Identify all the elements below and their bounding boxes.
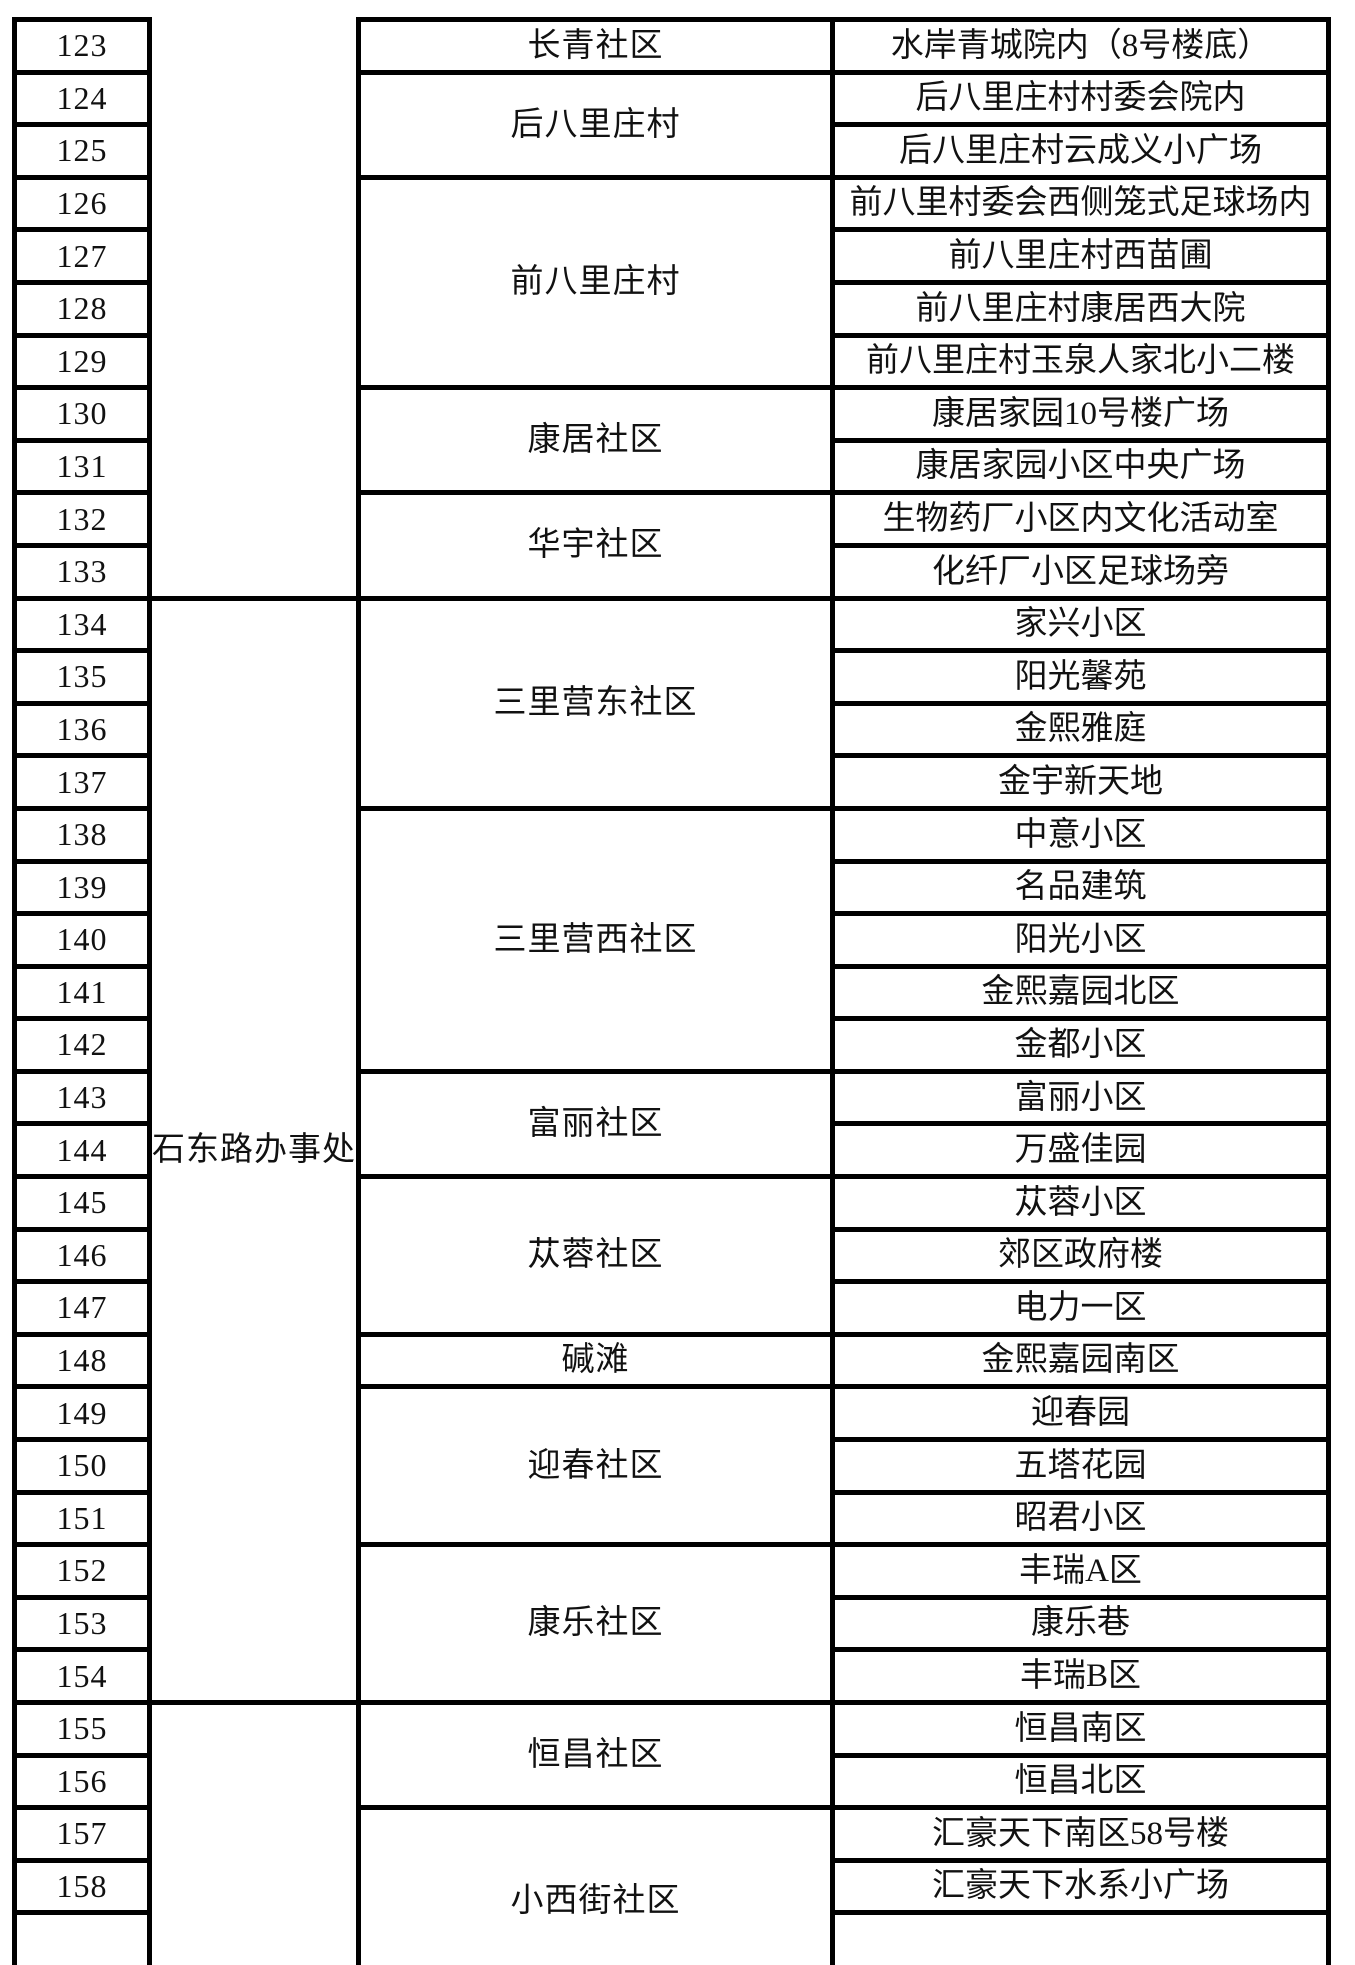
community-cell: 三里营西社区 [359,808,833,1071]
location-cell: 生物药厂小区内文化活动室 [833,493,1329,546]
location-cell: 恒昌北区 [833,1755,1329,1808]
row-number-cell: 124 [15,72,150,125]
location-cell: 汇豪天下南区58号楼 [833,1808,1329,1861]
row-number-cell: 154 [15,1650,150,1703]
row-number-cell: 136 [15,703,150,756]
table-body: 123 长青社区水岸青城院内（8号楼底） 124 后八里庄村后八里庄村村委会院内 125… [15,20,1329,1965]
row-number-cell: 151 [15,1492,150,1545]
row-number-cell: 130 [15,388,150,441]
location-cell: 中意小区 [833,808,1329,861]
row-number-cell: 131 [15,440,150,493]
row-number-cell: 147 [15,1282,150,1335]
table-row: 123 长青社区水岸青城院内（8号楼底） [15,20,1329,73]
location-cell: 前八里村委会西侧笼式足球场内 [833,177,1329,230]
row-number-cell: 138 [15,808,150,861]
office-cell: 石东路办事处 [150,598,359,1702]
location-cell: 昭君小区 [833,1492,1329,1545]
location-cell: 丰瑞A区 [833,1545,1329,1598]
location-cell: 前八里庄村西苗圃 [833,230,1329,283]
location-cell: 金宇新天地 [833,756,1329,809]
row-number-cell: 149 [15,1387,150,1440]
row-number-cell: 133 [15,545,150,598]
location-cell: 后八里庄村云成义小广场 [833,125,1329,178]
location-cell: 金熙雅庭 [833,703,1329,756]
row-number-cell: 150 [15,1440,150,1493]
row-number-cell: 143 [15,1071,150,1124]
row-number-cell: 142 [15,1019,150,1072]
location-cell-partial [833,1913,1329,1965]
community-cell: 小西街社区 [359,1808,833,1965]
community-cell: 富丽社区 [359,1071,833,1176]
row-number-cell: 135 [15,651,150,704]
community-cell: 苁蓉社区 [359,1177,833,1335]
row-number-cell: 156 [15,1755,150,1808]
location-cell: 苁蓉小区 [833,1177,1329,1230]
location-cell: 前八里庄村康居西大院 [833,282,1329,335]
location-cell: 化纤厂小区足球场旁 [833,545,1329,598]
location-cell: 富丽小区 [833,1071,1329,1124]
row-number-cell: 145 [15,1177,150,1230]
community-points-table: 123 长青社区水岸青城院内（8号楼底） 124 后八里庄村后八里庄村村委会院内 125… [12,17,1331,1965]
row-number-cell: 153 [15,1597,150,1650]
community-cell: 长青社区 [359,20,833,73]
row-number-cell: 158 [15,1860,150,1913]
location-cell: 迎春园 [833,1387,1329,1440]
location-cell: 丰瑞B区 [833,1650,1329,1703]
row-number-cell: 155 [15,1703,150,1756]
row-number-cell: 157 [15,1808,150,1861]
location-cell: 名品建筑 [833,861,1329,914]
location-cell: 康居家园10号楼广场 [833,388,1329,441]
location-cell: 前八里庄村玉泉人家北小二楼 [833,335,1329,388]
location-cell: 金熙嘉园北区 [833,966,1329,1019]
row-number-cell: 144 [15,1124,150,1177]
location-cell: 电力一区 [833,1282,1329,1335]
row-number-cell: 127 [15,230,150,283]
row-number-cell: 152 [15,1545,150,1598]
location-cell: 五塔花园 [833,1440,1329,1493]
row-number-cell: 139 [15,861,150,914]
location-cell: 康乐巷 [833,1597,1329,1650]
community-cell: 三里营东社区 [359,598,833,808]
community-cell: 前八里庄村 [359,177,833,387]
location-cell: 万盛佳园 [833,1124,1329,1177]
row-number-cell: 126 [15,177,150,230]
row-number-cell: 134 [15,598,150,651]
location-cell: 康居家园小区中央广场 [833,440,1329,493]
row-number-cell: 146 [15,1229,150,1282]
office-cell [150,1703,359,1965]
community-cell: 康居社区 [359,388,833,493]
location-cell: 后八里庄村村委会院内 [833,72,1329,125]
location-cell: 金都小区 [833,1019,1329,1072]
community-cell: 康乐社区 [359,1545,833,1703]
row-number-cell: 125 [15,125,150,178]
location-cell: 阳光小区 [833,914,1329,967]
row-number-cell-partial [15,1913,150,1965]
community-cell: 碱滩 [359,1334,833,1387]
location-cell: 恒昌南区 [833,1703,1329,1756]
location-cell: 阳光馨苑 [833,651,1329,704]
community-cell: 华宇社区 [359,493,833,598]
row-number-cell: 137 [15,756,150,809]
community-cell: 后八里庄村 [359,72,833,177]
community-cell: 迎春社区 [359,1387,833,1545]
office-cell [150,20,359,599]
location-cell: 水岸青城院内（8号楼底） [833,20,1329,73]
location-cell: 郊区政府楼 [833,1229,1329,1282]
row-number-cell: 141 [15,966,150,1019]
row-number-cell: 132 [15,493,150,546]
row-number-cell: 123 [15,20,150,73]
location-cell: 金熙嘉园南区 [833,1334,1329,1387]
location-cell: 汇豪天下水系小广场 [833,1860,1329,1913]
row-number-cell: 128 [15,282,150,335]
row-number-cell: 129 [15,335,150,388]
row-number-cell: 148 [15,1334,150,1387]
row-number-cell: 140 [15,914,150,967]
location-cell: 家兴小区 [833,598,1329,651]
community-cell: 恒昌社区 [359,1703,833,1808]
